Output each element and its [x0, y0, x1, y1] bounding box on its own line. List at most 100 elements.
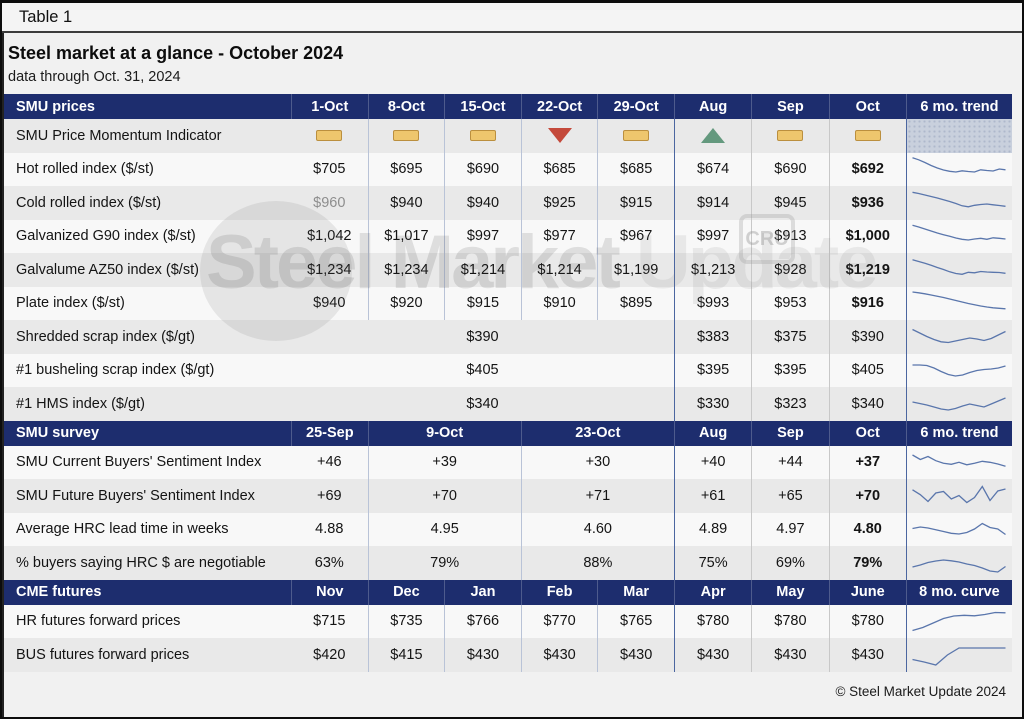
value-cell: $685	[520, 152, 598, 186]
value-cell: $960	[313, 194, 346, 211]
column-header: Aug	[673, 420, 751, 446]
column-header: 15-Oct	[444, 94, 521, 119]
value-cell: $997	[444, 219, 521, 253]
value-cell: 79%	[828, 546, 906, 580]
value-cell: +71	[520, 479, 674, 513]
column-header: Mar	[597, 579, 674, 605]
column-header: 25-Sep	[291, 420, 368, 446]
value-cell: $920	[367, 286, 445, 320]
value-cell: $715	[313, 613, 346, 630]
value-cell: $340	[828, 387, 906, 421]
value-cell: $915	[597, 186, 674, 220]
value-cell: 4.80	[828, 512, 906, 546]
table-row: Galvanized G90 index ($/st) $1,042 $1,017 $…	[4, 219, 1012, 253]
value-cell: $1,219	[828, 253, 906, 287]
section-header-futures: CME futures Nov Dec Jan Feb Mar Apr May June 8 mo…	[4, 579, 1012, 605]
value-cell: $914	[673, 186, 751, 220]
value-cell: +30	[520, 445, 674, 479]
row-label: BUS futures forward prices	[16, 646, 190, 663]
value-cell: $780	[828, 604, 906, 638]
value-cell: $692	[828, 152, 906, 186]
footer: © Steel Market Update 2024	[4, 672, 1022, 718]
value-cell: 69%	[751, 546, 828, 580]
value-cell: 4.95	[367, 512, 521, 546]
value-cell: $395	[751, 353, 828, 387]
value-cell: $695	[367, 152, 445, 186]
trend-sparkline	[905, 512, 1012, 546]
value-cell: $910	[520, 286, 598, 320]
row-label: Hot rolled index ($/st)	[16, 161, 154, 178]
value-cell: 75%	[673, 546, 751, 580]
trend-sparkline	[905, 604, 1012, 638]
value-cell: $1,199	[597, 253, 674, 287]
table-row: SMU Price Momentum Indicator	[4, 119, 1012, 153]
table-row: Galvalume AZ50 index ($/st) $1,234 $1,234 $…	[4, 253, 1012, 287]
value-cell: $415	[367, 638, 445, 672]
trend-sparkline	[905, 219, 1012, 253]
trend-sparkline	[905, 253, 1012, 287]
trend-sparkline	[905, 546, 1012, 580]
value-cell: $993	[673, 286, 751, 320]
value-cell: $674	[673, 152, 751, 186]
row-label: SMU Current Buyers' Sentiment Index	[16, 454, 262, 471]
table-row: Cold rolled index ($/st) $960 $940 $940 $925…	[4, 186, 1012, 220]
value-cell: $780	[673, 604, 751, 638]
value-cell: $925	[520, 186, 598, 220]
value-cell: $405	[828, 353, 906, 387]
value-cell: $340	[466, 395, 499, 412]
column-header: 9-Oct	[367, 420, 521, 446]
trend-column-header: 6 mo. trend	[905, 94, 1012, 119]
page-title: Steel market at a glance - October 2024	[8, 43, 344, 63]
momentum-cell	[444, 119, 521, 153]
cme-futures-section: CME futures Nov Dec Jan Feb Mar Apr May June 8 mo…	[4, 579, 1012, 672]
value-cell: 4.60	[520, 512, 674, 546]
row-label: Average HRC lead time in weeks	[16, 521, 229, 538]
table-row: SMU Current Buyers' Sentiment Index +46 +3…	[4, 445, 1012, 479]
momentum-flat-icon	[854, 130, 881, 142]
section-header-survey: SMU survey 25-Sep 9-Oct 23-Oct Aug Sep Oct 6 mo…	[4, 420, 1012, 446]
value-cell: $430	[673, 638, 751, 672]
value-cell: $405	[466, 362, 499, 379]
value-cell: $375	[751, 320, 828, 354]
column-header: Nov	[291, 579, 368, 605]
value-cell: 88%	[520, 546, 674, 580]
value-cell: $977	[520, 219, 598, 253]
value-cell: 63%	[314, 554, 344, 571]
value-cell: $383	[673, 320, 751, 354]
value-cell: 4.89	[673, 512, 751, 546]
column-header: June	[828, 579, 906, 605]
momentum-flat-icon	[316, 130, 343, 142]
value-cell: +44	[751, 445, 828, 479]
value-cell: $390	[828, 320, 906, 354]
row-label: #1 HMS index ($/gt)	[16, 395, 145, 412]
value-cell: $705	[313, 161, 346, 178]
table-row: % buyers saying HRC $ are negotiable 63% 7…	[4, 546, 1012, 580]
momentum-down-icon	[547, 128, 572, 144]
table-row: Shredded scrap index ($/gt) $390 $383 $375 $…	[4, 320, 1012, 354]
value-cell: $940	[444, 186, 521, 220]
column-header: 23-Oct	[520, 420, 674, 446]
value-cell: $1,042	[307, 228, 352, 245]
value-cell: $1,213	[673, 253, 751, 287]
momentum-cell	[673, 119, 751, 153]
value-cell: $1,017	[367, 219, 445, 253]
momentum-up-icon	[701, 128, 726, 144]
table-row: HR futures forward prices $715 $735 $766 $77…	[4, 604, 1012, 638]
value-cell: $928	[751, 253, 828, 287]
column-header: Oct	[828, 94, 906, 119]
value-cell: $690	[444, 152, 521, 186]
value-cell: $940	[367, 186, 445, 220]
row-label: Cold rolled index ($/st)	[16, 194, 162, 211]
momentum-flat-icon	[777, 130, 804, 142]
row-label: Galvanized G90 index ($/st)	[16, 228, 196, 245]
trend-sparkline	[905, 445, 1012, 479]
table-row: SMU Future Buyers' Sentiment Index +69 +70…	[4, 479, 1012, 513]
trend-sparkline	[905, 353, 1012, 387]
value-cell: +70	[828, 479, 906, 513]
value-cell: $690	[751, 152, 828, 186]
report-body: Steel market at a glance - October 2024 …	[2, 33, 1022, 717]
trend-column-header: 8 mo. curve	[905, 579, 1012, 605]
column-header: Sep	[751, 94, 828, 119]
trend-sparkline	[905, 152, 1012, 186]
table-row: Hot rolled index ($/st) $705 $695 $690 $685 $…	[4, 152, 1012, 186]
